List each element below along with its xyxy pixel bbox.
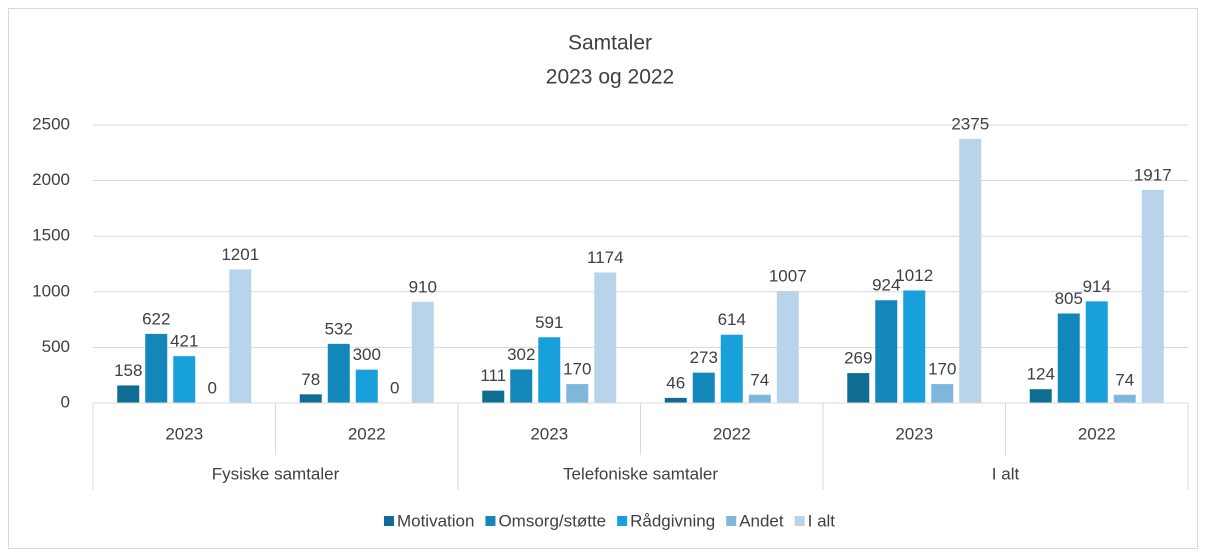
y-tick-label: 1000 bbox=[32, 281, 70, 300]
data-label: 914 bbox=[1083, 277, 1111, 296]
data-label: 421 bbox=[170, 332, 198, 351]
bar bbox=[931, 384, 954, 403]
bar bbox=[720, 334, 743, 403]
bar bbox=[355, 369, 378, 403]
bar bbox=[664, 397, 687, 403]
data-label: 805 bbox=[1055, 289, 1083, 308]
legend-label: Rådgivning bbox=[630, 511, 715, 530]
bar bbox=[847, 373, 870, 403]
x-tick-label: 2023 bbox=[530, 424, 568, 443]
data-label: 924 bbox=[872, 276, 900, 295]
y-tick-label: 0 bbox=[61, 392, 70, 411]
bar bbox=[510, 369, 533, 403]
data-label: 1201 bbox=[221, 245, 259, 264]
bar bbox=[482, 390, 505, 403]
data-label: 273 bbox=[690, 348, 718, 367]
bar bbox=[145, 333, 168, 403]
data-label: 111 bbox=[480, 366, 506, 385]
bar bbox=[299, 394, 322, 403]
bar bbox=[875, 300, 898, 403]
bar bbox=[327, 343, 350, 403]
data-label: 170 bbox=[563, 360, 591, 379]
bar bbox=[748, 394, 771, 403]
data-label: 158 bbox=[114, 361, 142, 380]
bar bbox=[1141, 189, 1164, 403]
legend-swatch bbox=[485, 516, 496, 526]
data-label: 622 bbox=[142, 309, 170, 328]
x-tick-label: 2022 bbox=[1078, 424, 1116, 443]
bar bbox=[594, 272, 617, 403]
legend-label: Motivation bbox=[397, 511, 474, 530]
group-label: I alt bbox=[992, 464, 1020, 483]
data-label: 170 bbox=[928, 360, 956, 379]
legend-swatch bbox=[383, 516, 394, 526]
bar bbox=[411, 301, 434, 403]
data-label: 302 bbox=[507, 345, 535, 364]
x-tick-label: 2023 bbox=[165, 424, 203, 443]
data-label: 532 bbox=[325, 319, 353, 338]
data-label: 124 bbox=[1027, 365, 1055, 384]
bar bbox=[1057, 313, 1080, 403]
x-tick-label: 2023 bbox=[895, 424, 933, 443]
data-label: 74 bbox=[750, 370, 769, 389]
data-label: 78 bbox=[301, 370, 320, 389]
x-tick-label: 2022 bbox=[713, 424, 751, 443]
bar bbox=[776, 291, 799, 403]
y-tick-label: 1500 bbox=[32, 226, 70, 245]
y-tick-label: 2500 bbox=[32, 114, 70, 133]
y-tick-label: 500 bbox=[42, 337, 70, 356]
legend-swatch bbox=[726, 516, 737, 526]
bar bbox=[903, 290, 926, 403]
bar bbox=[1085, 301, 1108, 403]
group-label: Telefoniske samtaler bbox=[563, 464, 718, 483]
chart-title: Samtaler bbox=[568, 32, 652, 55]
legend-swatch bbox=[617, 516, 628, 526]
bar bbox=[959, 138, 982, 403]
data-label: 46 bbox=[666, 373, 685, 392]
data-label: 910 bbox=[409, 277, 437, 296]
legend-label: Andet bbox=[739, 511, 784, 530]
group-label: Fysiske samtaler bbox=[212, 464, 340, 483]
chart-subtitle: 2023 og 2022 bbox=[546, 66, 674, 89]
legend-label: Omsorg/støtte bbox=[498, 511, 606, 530]
x-tick-label: 2022 bbox=[348, 424, 386, 443]
legend-label: I alt bbox=[808, 511, 836, 530]
data-label: 0 bbox=[390, 378, 399, 397]
bar bbox=[1113, 394, 1136, 403]
data-label: 269 bbox=[844, 349, 872, 368]
y-tick-label: 2000 bbox=[32, 170, 70, 189]
bar bbox=[229, 269, 252, 403]
bar bbox=[1029, 389, 1052, 403]
data-label: 2375 bbox=[951, 114, 989, 133]
data-label: 591 bbox=[535, 313, 563, 332]
data-label: 1174 bbox=[587, 248, 624, 267]
data-label: 0 bbox=[208, 378, 217, 397]
bar bbox=[538, 337, 561, 403]
legend-swatch bbox=[794, 516, 805, 526]
bar bbox=[117, 385, 140, 403]
data-label: 300 bbox=[353, 345, 381, 364]
bar bbox=[173, 356, 196, 403]
data-label: 1917 bbox=[1134, 165, 1172, 184]
data-label: 1007 bbox=[769, 267, 807, 286]
bar bbox=[566, 384, 589, 403]
data-label: 614 bbox=[718, 310, 746, 329]
data-label: 74 bbox=[1115, 370, 1134, 389]
bar bbox=[692, 372, 715, 403]
data-label: 1012 bbox=[895, 266, 933, 285]
